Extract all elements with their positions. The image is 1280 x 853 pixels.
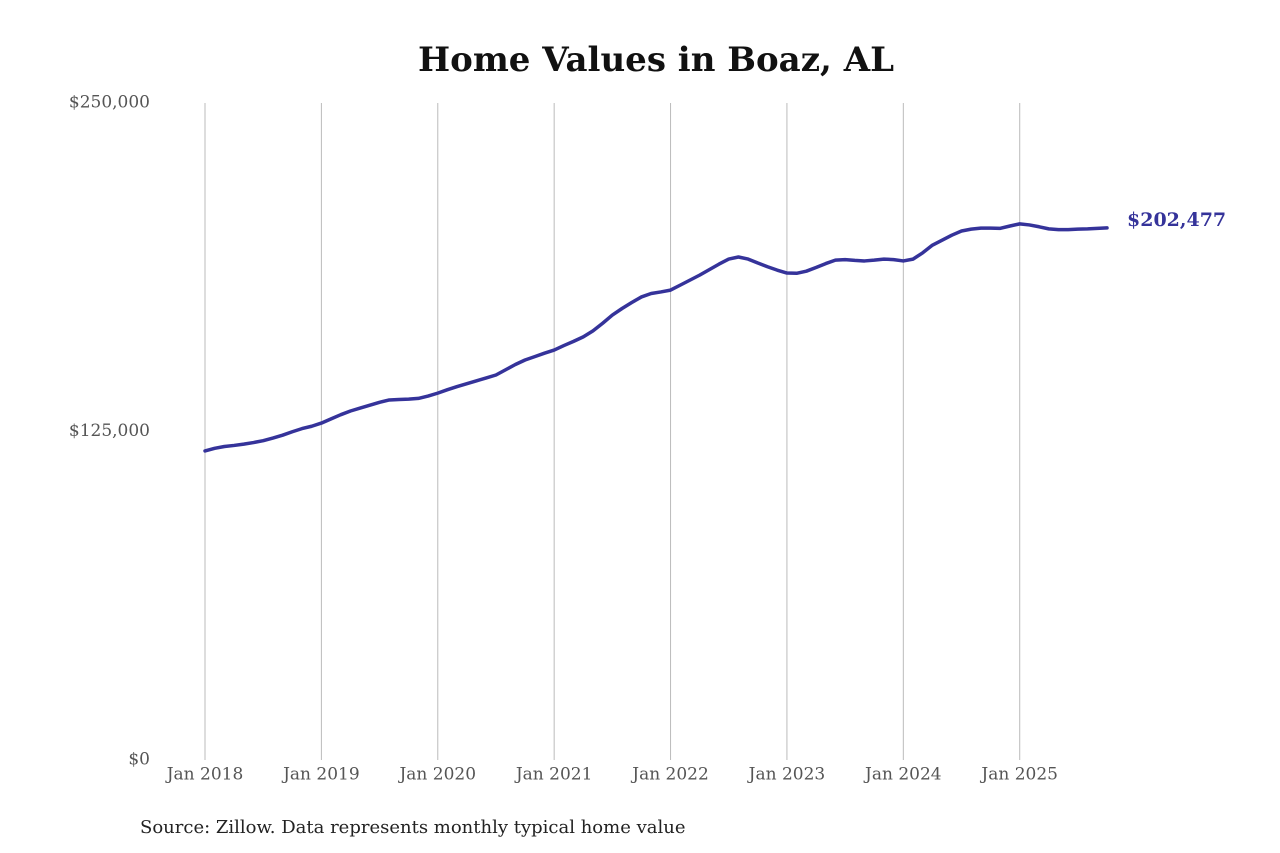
x-tick-label: Jan 2024 — [863, 765, 942, 785]
x-tick-label: Jan 2025 — [979, 765, 1058, 785]
value-label: $202,477 — [1127, 209, 1226, 231]
x-tick-label: Jan 2023 — [747, 765, 826, 785]
x-tick-label: Jan 2022 — [630, 765, 709, 785]
x-tick-label: Jan 2020 — [397, 765, 476, 785]
y-tick-label: $0 — [128, 750, 150, 770]
y-tick-label: $250,000 — [69, 93, 150, 113]
x-tick-label: Jan 2021 — [514, 765, 593, 785]
chart-title: Home Values in Boaz, AL — [418, 40, 894, 80]
x-tick-label: Jan 2018 — [165, 765, 244, 785]
source-note: Source: Zillow. Data represents monthly … — [140, 817, 686, 838]
x-tick-label: Jan 2019 — [281, 765, 360, 785]
line-series — [203, 222, 1109, 453]
y-tick-label: $125,000 — [69, 421, 150, 441]
